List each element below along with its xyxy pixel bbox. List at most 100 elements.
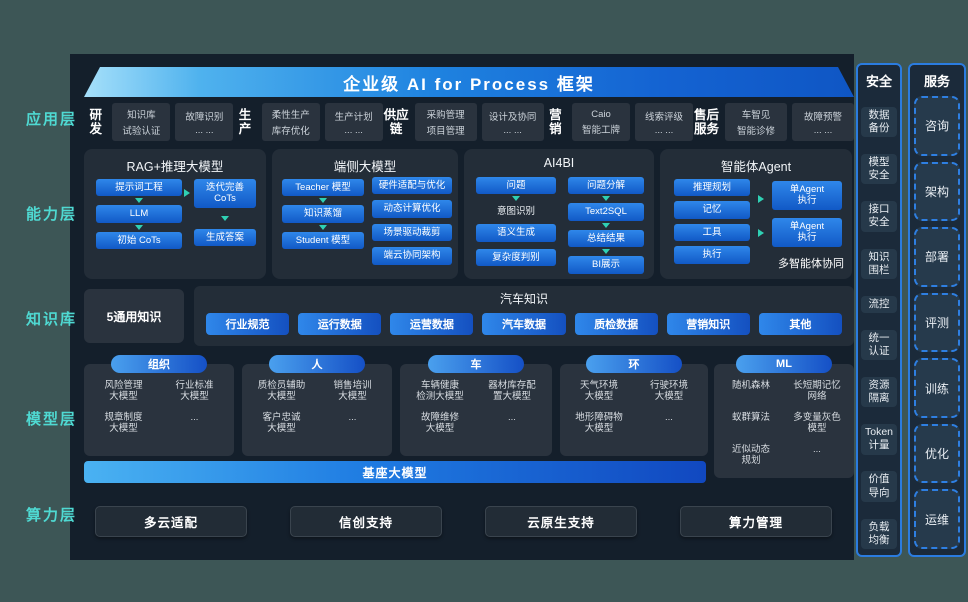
app-group-label: 生产 (238, 107, 252, 136)
rag-flow-right: 迭代完善 CoTs 生成答案 (194, 179, 256, 247)
app-box-line: Caio (591, 108, 611, 120)
model-cell: 长短期记忆 网络 (793, 380, 841, 403)
app-box: 柔性生产 库存优化 (261, 103, 320, 141)
app-box-line: 库存优化 (271, 126, 310, 137)
model-cell: ... (665, 411, 673, 423)
service-item: 优化 (914, 423, 960, 484)
knowledge-general-box: 5通用知识 (84, 289, 184, 343)
model-cell: 客户忠诚 大模型 (262, 411, 301, 435)
compute-chip: 算力管理 (680, 506, 832, 537)
model-cell: ... (508, 411, 516, 423)
knowledge-general-label: 5通用知识 (106, 309, 162, 324)
model-group-ml: ML 随机森林 长短期记忆 网络 蚁群算法 多变量灰色 模型 近似动态 规划 .… (714, 355, 854, 478)
model-cell: 蚁群算法 (731, 411, 770, 423)
app-box-line: 故障预警 (803, 111, 842, 123)
model-group-vehicle: 车 车辆健康 检测大模型 器材库存配 置大模型 故障维修 大模型 ... (400, 355, 552, 456)
model-cell-grid: 质检员辅助 大模型 销售培训 大模型 客户忠诚 大模型 ... (242, 364, 392, 435)
panel-title: 智能体Agent (720, 160, 792, 174)
security-item: 统一 认证 (861, 329, 897, 361)
app-box-line: 车智见 (741, 110, 771, 121)
arrow-down-icon (319, 224, 327, 230)
security-item: 数据 备份 (861, 106, 897, 138)
flow-chip: 初始 CoTs (96, 231, 182, 250)
layer-label-capability: 能力层 (26, 206, 78, 223)
model-cell: ... (190, 411, 199, 423)
app-group-supplychain: 供应链 采购管理 项目管理 设计及协同 ... ... (383, 103, 544, 141)
layer-label-model: 模型层 (26, 411, 78, 428)
app-group-marketing: 营销 Caio 智能工牌 线索评级 ... ... (544, 103, 693, 141)
model-cell: 地形障碍物 大模型 (575, 411, 623, 435)
app-box-line: 知识库 (127, 110, 156, 121)
app-box-line: 采购管理 (426, 110, 465, 121)
app-box: 生产计划 ... ... (324, 103, 383, 141)
model-cell: 器材库存配 置大模型 (488, 380, 536, 403)
security-rail-title: 安全 (865, 74, 892, 89)
feature-chip: 场景驱动裁剪 (372, 223, 452, 242)
agent-exec-chip: 单Agent 执行 (772, 217, 842, 247)
knowledge-chip: 其他 (758, 313, 842, 335)
model-cell: 多变量灰色 模型 (793, 411, 841, 435)
capability-panel-rag: RAG+推理大模型 提示词工程 LLM 初始 CoTs 迭代完善 CoTs 生成… (84, 149, 266, 279)
app-box: 设计及协同 ... ... (481, 103, 544, 141)
app-group-label: 供应链 (383, 107, 409, 136)
flow-chip: LLM (96, 205, 182, 223)
page-title: 企业级 AI for Process 框架 (343, 74, 595, 94)
feature-chip: 硬件适配与优化 (372, 177, 452, 195)
knowledge-chip-row: 行业规范 运行数据 运营数据 汽车数据 质检数据 营销知识 其他 (194, 307, 854, 335)
model-cell-grid: 天气环境 大模型 行驶环境 大模型 地形障碍物 大模型 ... (560, 364, 708, 435)
knowledge-chip: 质检数据 (574, 313, 658, 335)
app-box: 线索评级 ... ... (635, 103, 693, 141)
model-group-org: 组织 风险管理 大模型 行业标准 大模型 规章制度 大模型 ... (84, 355, 234, 456)
capability-panel-agent: 智能体Agent 推理规划 记忆 工具 执行 单Agent 执行 单Agent … (660, 149, 852, 279)
arrow-down-icon (135, 224, 143, 230)
security-rail: 安全 数据 备份 模型 安全 接口 安全 知识 围栏 流控 统一 认证 资源 隔… (856, 63, 902, 557)
app-box: 采购管理 项目管理 (414, 103, 477, 141)
flow-chip: 迭代完善 CoTs (194, 179, 256, 208)
flow-chip: 复杂度判别 (476, 248, 556, 267)
flow-chip: 问题 (476, 177, 556, 195)
flow-chip: 知识蒸馏 (282, 205, 364, 223)
ai4bi-flow-left: 问题 意图识别 语义生成 复杂度判别 (476, 177, 556, 267)
panel-title: 端侧大模型 (333, 160, 397, 174)
service-rail: 服务 咨询 架构 部署 评测 训练 优化 运维 (908, 63, 966, 557)
security-item: 知识 围栏 (861, 248, 897, 279)
security-item: 接口 安全 (861, 201, 897, 232)
feature-chip: 动态计算优化 (372, 200, 452, 218)
flow-chip: Teacher 模型 (282, 179, 364, 197)
model-group-people: 人 质检员辅助 大模型 销售培训 大模型 客户忠诚 大模型 ... (242, 355, 392, 456)
ai4bi-flow-right: 问题分解 Text2SQL 总结结果 BI展示 (568, 177, 644, 274)
auto-knowledge-title: 汽车知识 (499, 292, 548, 306)
arrow-down-icon (512, 196, 520, 202)
foundation-model-label: 基座大模型 (362, 465, 428, 480)
arrow-right-icon (758, 195, 764, 203)
arrow-down-icon (135, 198, 143, 204)
flow-chip: 提示词工程 (96, 179, 182, 197)
service-item: 评测 (914, 292, 960, 353)
edge-feature-list: 硬件适配与优化 动态计算优化 场景驱动裁剪 端云协同架构 (372, 177, 452, 265)
model-cell-grid: 随机森林 长短期记忆 网络 蚁群算法 多变量灰色 模型 近似动态 规划 ... (714, 364, 854, 466)
agent-chip: 工具 (674, 223, 750, 242)
knowledge-chip: 汽车数据 (482, 313, 566, 335)
security-item: 负载 均衡 (861, 518, 897, 549)
service-item: 训练 (914, 358, 960, 418)
app-box-line: 生产计划 (334, 111, 373, 123)
app-box-line: 故障识别 (185, 111, 224, 123)
arrow-down-icon (221, 215, 229, 221)
arrow-down-icon (602, 249, 610, 255)
app-group-production: 生产 柔性生产 库存优化 生产计划 ... ... (233, 103, 383, 141)
model-cell: 近似动态 规划 (731, 443, 770, 466)
flow-chip: 问题分解 (568, 177, 644, 195)
arrow-down-icon (602, 196, 610, 202)
app-box: 车智见 智能诊修 (724, 103, 787, 141)
app-group-label: 研发 (89, 107, 102, 136)
app-box-line: 线索评级 (644, 111, 683, 123)
app-box-line: 智能诊修 (736, 126, 775, 137)
agent-module-list: 推理规划 记忆 工具 执行 (674, 179, 750, 264)
app-box: 故障识别 ... ... (175, 103, 234, 141)
agent-chip: 记忆 (674, 201, 750, 219)
service-item: 咨询 (914, 96, 960, 156)
app-group-aftersales: 售后服务 车智见 智能诊修 故障预警 ... ... (693, 103, 854, 141)
security-item: 价值 导向 (861, 471, 897, 502)
app-group-label: 售后服务 (693, 107, 719, 136)
model-cell: 行驶环境 大模型 (649, 380, 688, 403)
